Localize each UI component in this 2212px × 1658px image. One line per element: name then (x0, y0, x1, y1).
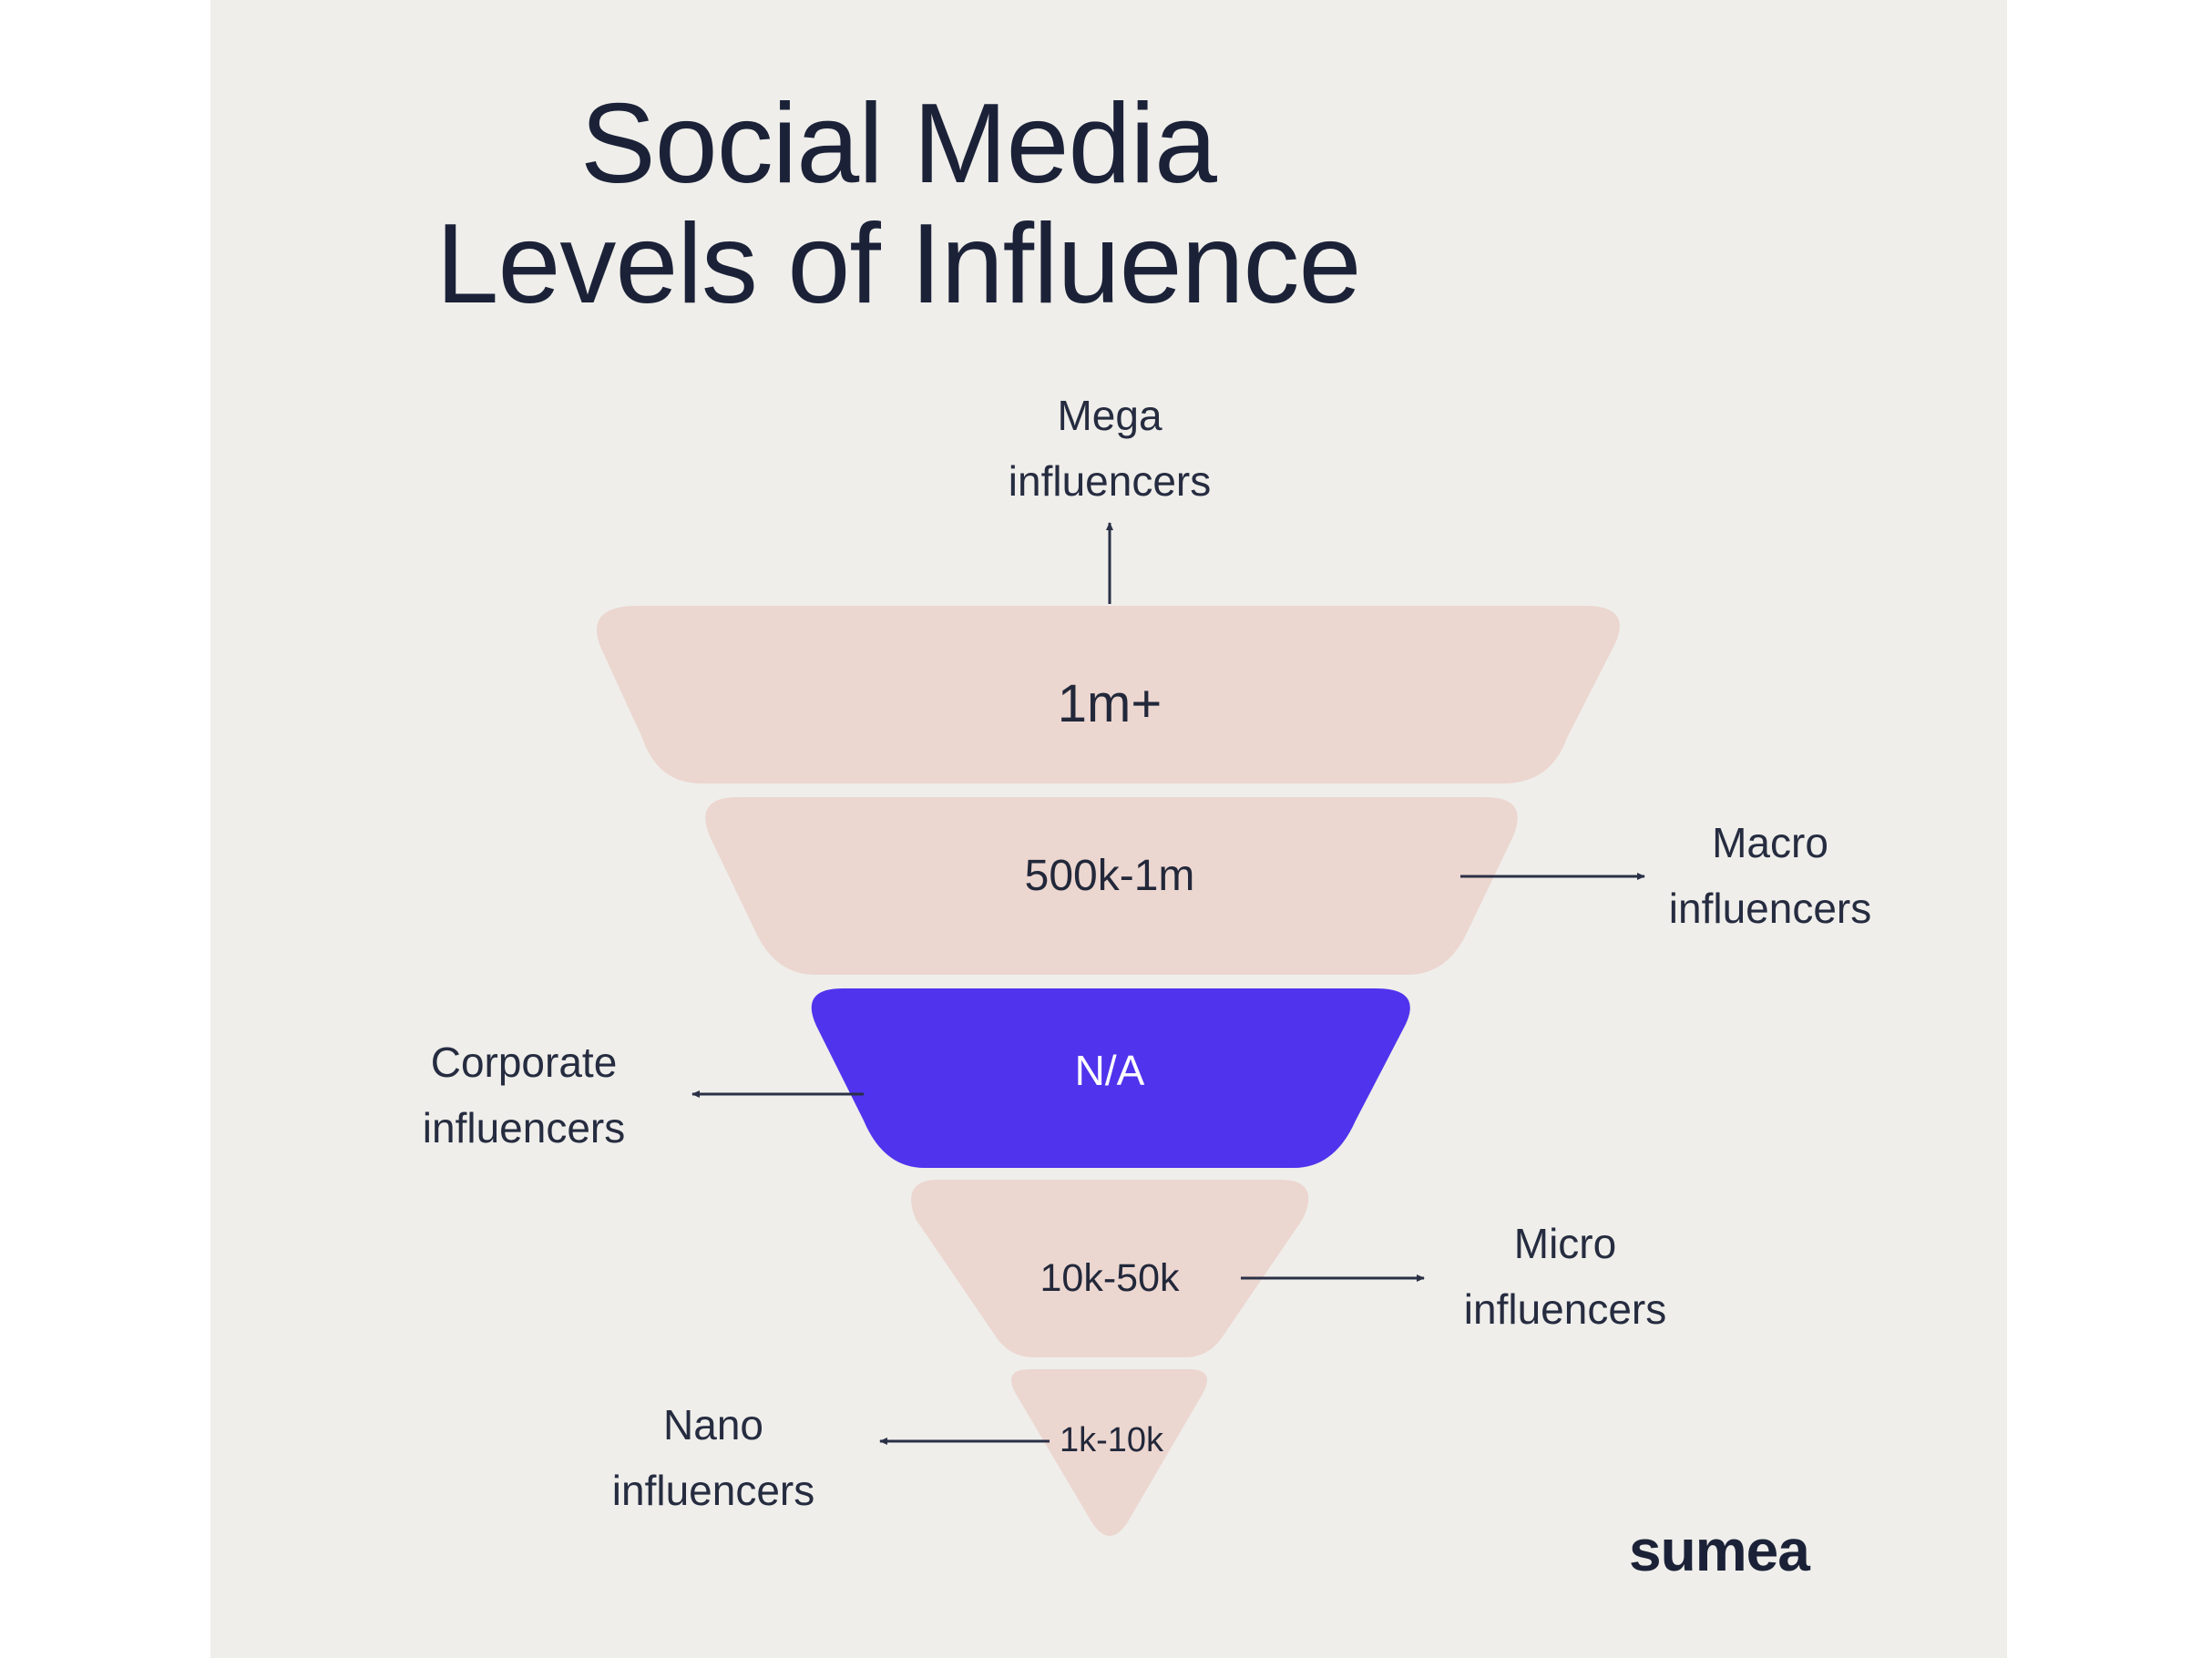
tier-value-mega: 1m+ (1057, 674, 1162, 733)
tier-label-corporate-line2: influencers (422, 1104, 626, 1151)
tier-label-nano-line1: Nano (663, 1401, 763, 1448)
tier-value-corporate: N/A (1074, 1047, 1145, 1094)
tier-label-nano-line2: influencers (611, 1467, 815, 1514)
tier-label-mega-line1: Mega (1057, 392, 1162, 439)
tier-label-macro-line1: Macro (1712, 819, 1828, 866)
funnel-tier-micro (911, 1180, 1309, 1357)
tier-label-macro-line2: influencers (1668, 885, 1872, 932)
tier-label-macro: Macro influencers (1588, 810, 1952, 941)
funnel-tier-macro (705, 797, 1518, 975)
brand-logo: sumea (1629, 1518, 1810, 1583)
tier-label-micro-line1: Micro (1513, 1220, 1617, 1267)
title-line-1: Social Media (580, 81, 1217, 207)
tier-label-nano: Nano influencers (531, 1392, 896, 1523)
tier-value-nano: 1k-10k (1059, 1421, 1164, 1459)
funnel-tier-mega (597, 606, 1620, 783)
tier-value-micro: 10k-50k (1039, 1256, 1180, 1300)
tier-label-mega: Mega influencers (927, 383, 1292, 514)
tier-label-micro: Micro influencers (1383, 1211, 1747, 1342)
title-line-2: Levels of Influence (435, 201, 1361, 327)
tier-label-mega-line2: influencers (1008, 457, 1212, 505)
funnel-tier-corporate (811, 988, 1410, 1168)
tier-label-corporate-line1: Corporate (430, 1039, 618, 1086)
tier-label-micro-line2: influencers (1463, 1285, 1667, 1333)
page-title: Social Media Levels of Influence (0, 84, 1797, 324)
funnel-tier-nano (1011, 1369, 1207, 1536)
tier-value-macro: 500k-1m (1024, 852, 1195, 900)
tier-label-corporate: Corporate influencers (342, 1029, 706, 1161)
